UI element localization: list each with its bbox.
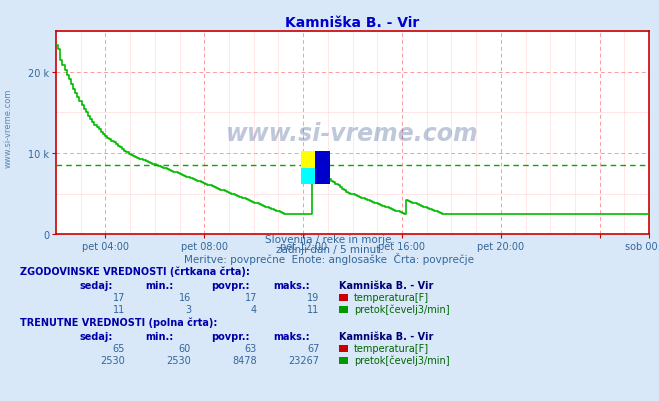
Text: maks.:: maks.: [273,331,310,341]
Text: 11: 11 [307,304,320,314]
Bar [301,168,316,184]
Text: Kamniška B. - Vir: Kamniška B. - Vir [339,331,434,341]
Text: 23267: 23267 [289,355,320,365]
Text: www.si-vreme.com: www.si-vreme.com [226,122,479,145]
Text: TRENUTNE VREDNOSTI (polna črta):: TRENUTNE VREDNOSTI (polna črta): [20,317,217,328]
Text: 3: 3 [185,304,191,314]
Text: 11: 11 [113,304,125,314]
Text: sedaj:: sedaj: [79,280,113,290]
Text: povpr.:: povpr.: [211,280,249,290]
Text: 65: 65 [113,343,125,353]
Text: povpr.:: povpr.: [211,331,249,341]
Text: Meritve: povprečne  Enote: anglosaške  Črta: povprečje: Meritve: povprečne Enote: anglosaške Črt… [185,253,474,265]
Bar [301,152,316,168]
Text: Kamniška B. - Vir: Kamniška B. - Vir [339,280,434,290]
Title: Kamniška B. - Vir: Kamniška B. - Vir [285,16,420,30]
Text: 17: 17 [244,292,257,302]
Text: 19: 19 [307,292,320,302]
Text: 60: 60 [179,343,191,353]
Text: ZGODOVINSKE VREDNOSTI (črtkana črta):: ZGODOVINSKE VREDNOSTI (črtkana črta): [20,266,250,277]
Text: sedaj:: sedaj: [79,331,113,341]
Text: 4: 4 [251,304,257,314]
Text: min.:: min.: [145,280,173,290]
Text: maks.:: maks.: [273,280,310,290]
Text: Slovenija / reke in morje.: Slovenija / reke in morje. [264,235,395,245]
Text: pretok[čevelj3/min]: pretok[čevelj3/min] [354,354,449,365]
Text: 2530: 2530 [166,355,191,365]
Text: temperatura[F]: temperatura[F] [354,292,429,302]
Text: min.:: min.: [145,331,173,341]
Text: 2530: 2530 [100,355,125,365]
Text: 16: 16 [179,292,191,302]
Text: 8478: 8478 [233,355,257,365]
Text: 17: 17 [113,292,125,302]
Text: www.si-vreme.com: www.si-vreme.com [4,89,13,168]
Text: zadnji dan / 5 minut.: zadnji dan / 5 minut. [275,245,384,255]
Text: 63: 63 [244,343,257,353]
Bar [316,152,330,184]
Text: pretok[čevelj3/min]: pretok[čevelj3/min] [354,304,449,314]
Text: 67: 67 [307,343,320,353]
Text: temperatura[F]: temperatura[F] [354,343,429,353]
